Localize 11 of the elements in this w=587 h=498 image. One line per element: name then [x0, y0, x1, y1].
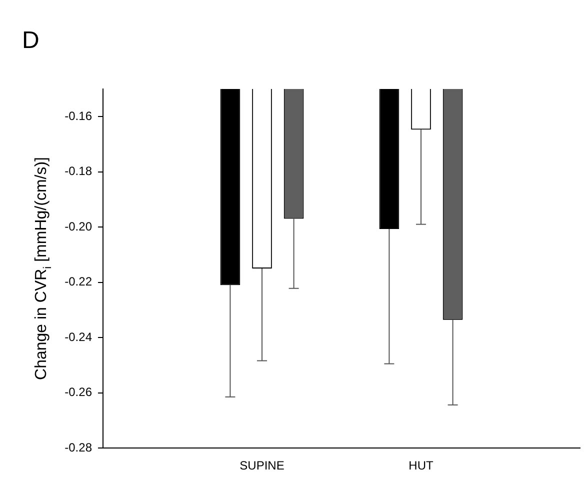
- y-tick-label: -0.16: [64, 108, 92, 123]
- x-tick-label: SUPINE: [240, 458, 284, 473]
- y-tick-label: -0.18: [64, 164, 92, 178]
- x-tick-label: HUT: [408, 458, 434, 473]
- y-tick-label: -0.28: [64, 440, 92, 454]
- chart-title: D: [22, 27, 40, 54]
- y-tick-label: -0.22: [64, 274, 92, 289]
- y-tick-label: -0.24: [64, 330, 92, 344]
- y-tick-label: -0.26: [64, 385, 92, 400]
- y-tick-label: -0.20: [64, 219, 92, 234]
- y-axis-title: Change in CVRi [mmHg/(cm/s)]: [33, 157, 54, 380]
